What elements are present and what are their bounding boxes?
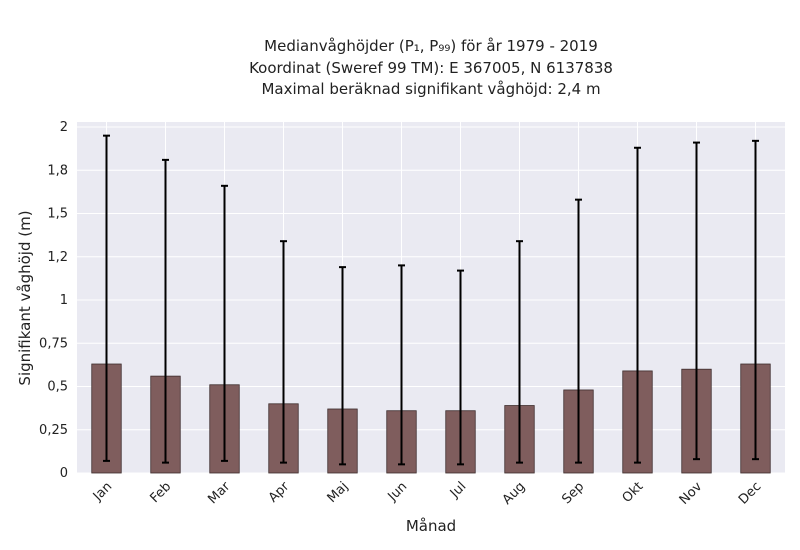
y-tick-label: 1,8 [47,163,68,178]
chart-title-line-1: Medianvåghöjder (P₁, P₉₉) för år 1979 - … [264,37,598,55]
x-tick-label-jul: Jul [447,479,469,501]
y-tick-label: 0,25 [39,423,68,438]
x-tick-label-feb: Feb [147,479,174,506]
plot-area [77,122,785,473]
y-tick-label: 0 [60,466,68,481]
horizontal-gridlines [77,126,785,474]
x-tick-label-jan: Jan [90,479,115,504]
y-tick-label: 2 [60,120,68,135]
x-tick-label-apr: Apr [266,479,293,506]
y-tick-label: 0,75 [39,336,68,351]
y-tick-label: 1,5 [47,207,68,222]
y-tick-labels: 0 0,25 0,5 0,75 1 1,2 1,5 1,8 2 [39,120,68,481]
x-tick-label-dec: Dec [736,479,764,507]
y-tick-label: 1,2 [47,250,68,265]
error-bars [103,134,759,466]
x-axis-label: Månad [406,517,456,535]
y-axis-label: Signifikant våghöjd (m) [16,210,34,385]
x-tick-label-aug: Aug [500,479,529,508]
x-tick-label-mar: Mar [205,479,233,507]
x-tick-label-sep: Sep [559,479,587,507]
x-tick-label-nov: Nov [677,479,706,508]
y-tick-label: 0,5 [47,380,68,395]
chart-title-line-3: Maximal beräknad signifikant våghöjd: 2,… [261,80,600,98]
x-tick-label-jun: Jun [385,479,411,505]
x-tick-label-okt: Okt [620,479,647,506]
x-tick-label-maj: Maj [325,479,352,506]
x-tick-labels: Jan Feb Mar Apr Maj Jun Jul Aug Sep Okt Nov Dec [90,479,764,508]
y-tick-label: 1 [60,293,68,308]
chart-title-line-2: Koordinat (Sweref 99 TM): E 367005, N 61… [249,59,613,77]
